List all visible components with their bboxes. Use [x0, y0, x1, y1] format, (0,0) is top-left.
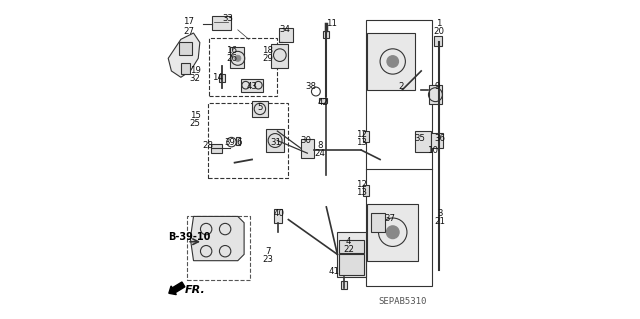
Bar: [179, 42, 192, 55]
FancyArrow shape: [169, 282, 185, 295]
Text: 13: 13: [356, 137, 367, 147]
Bar: [212, 16, 232, 30]
Text: 39: 39: [225, 137, 236, 147]
Text: 16: 16: [226, 46, 237, 55]
Text: 7: 7: [265, 247, 271, 256]
Bar: [366, 20, 432, 286]
Text: 3: 3: [437, 209, 443, 218]
Bar: [340, 281, 347, 289]
Bar: [323, 32, 330, 38]
Text: 12: 12: [356, 180, 367, 189]
Polygon shape: [168, 33, 200, 77]
Bar: [363, 131, 369, 142]
Text: 5: 5: [257, 103, 262, 112]
Text: 43: 43: [246, 82, 257, 91]
Bar: [429, 85, 442, 104]
Bar: [266, 130, 284, 152]
Bar: [252, 101, 268, 117]
Bar: [241, 79, 263, 92]
Bar: [371, 213, 385, 232]
Text: 32: 32: [189, 74, 200, 83]
Text: 8: 8: [317, 141, 323, 150]
Bar: [274, 209, 282, 223]
Text: 11: 11: [326, 19, 337, 28]
Text: 33: 33: [223, 14, 234, 23]
Text: 20: 20: [433, 27, 444, 36]
Text: 12: 12: [356, 130, 367, 139]
Text: SEPAB5310: SEPAB5310: [378, 297, 426, 306]
Circle shape: [387, 226, 399, 239]
Text: 18: 18: [262, 46, 273, 55]
Bar: [431, 133, 444, 148]
Text: 38: 38: [305, 82, 316, 91]
Bar: [220, 74, 225, 82]
Bar: [187, 216, 250, 280]
Text: 23: 23: [262, 255, 273, 263]
Bar: [209, 38, 277, 96]
Bar: [435, 36, 442, 46]
Bar: [363, 185, 369, 196]
Bar: [181, 63, 190, 74]
Text: 35: 35: [414, 134, 425, 144]
Bar: [415, 131, 431, 152]
Bar: [208, 103, 289, 178]
Bar: [367, 204, 418, 261]
Text: FR.: FR.: [185, 285, 205, 295]
Bar: [337, 232, 366, 277]
Text: 30: 30: [300, 136, 311, 145]
Text: 34: 34: [280, 25, 291, 34]
Text: 25: 25: [189, 119, 200, 128]
Text: 19: 19: [189, 66, 200, 76]
Text: 13: 13: [356, 188, 367, 197]
Bar: [211, 144, 222, 153]
Text: B-39-10: B-39-10: [168, 232, 211, 242]
Text: 41: 41: [329, 267, 340, 276]
Text: 14: 14: [212, 73, 223, 82]
Bar: [339, 254, 364, 275]
Circle shape: [387, 56, 399, 67]
Text: 10: 10: [427, 145, 438, 154]
Text: 40: 40: [273, 209, 284, 218]
Text: 28: 28: [202, 141, 213, 150]
Bar: [236, 137, 240, 145]
Text: 21: 21: [435, 217, 445, 226]
Text: 4: 4: [346, 237, 351, 246]
Text: 36: 36: [435, 134, 445, 144]
Bar: [230, 47, 244, 68]
Bar: [301, 139, 314, 158]
Bar: [319, 98, 327, 103]
Text: 17: 17: [183, 18, 195, 26]
Text: 6: 6: [237, 137, 242, 147]
Polygon shape: [190, 216, 244, 261]
Bar: [271, 44, 289, 68]
Bar: [367, 33, 415, 90]
Text: 42: 42: [317, 98, 329, 107]
Bar: [279, 28, 293, 42]
Text: 26: 26: [226, 54, 237, 63]
Text: 37: 37: [384, 213, 395, 222]
Text: 15: 15: [189, 111, 200, 120]
Text: 1: 1: [436, 19, 442, 28]
Text: 2: 2: [398, 82, 403, 91]
Text: 27: 27: [183, 27, 195, 36]
Text: 24: 24: [314, 149, 326, 158]
Text: 31: 31: [270, 137, 281, 147]
Text: 29: 29: [262, 54, 273, 63]
Bar: [339, 240, 364, 253]
Text: 9: 9: [435, 82, 440, 91]
Circle shape: [235, 55, 241, 62]
Text: 22: 22: [343, 245, 354, 254]
